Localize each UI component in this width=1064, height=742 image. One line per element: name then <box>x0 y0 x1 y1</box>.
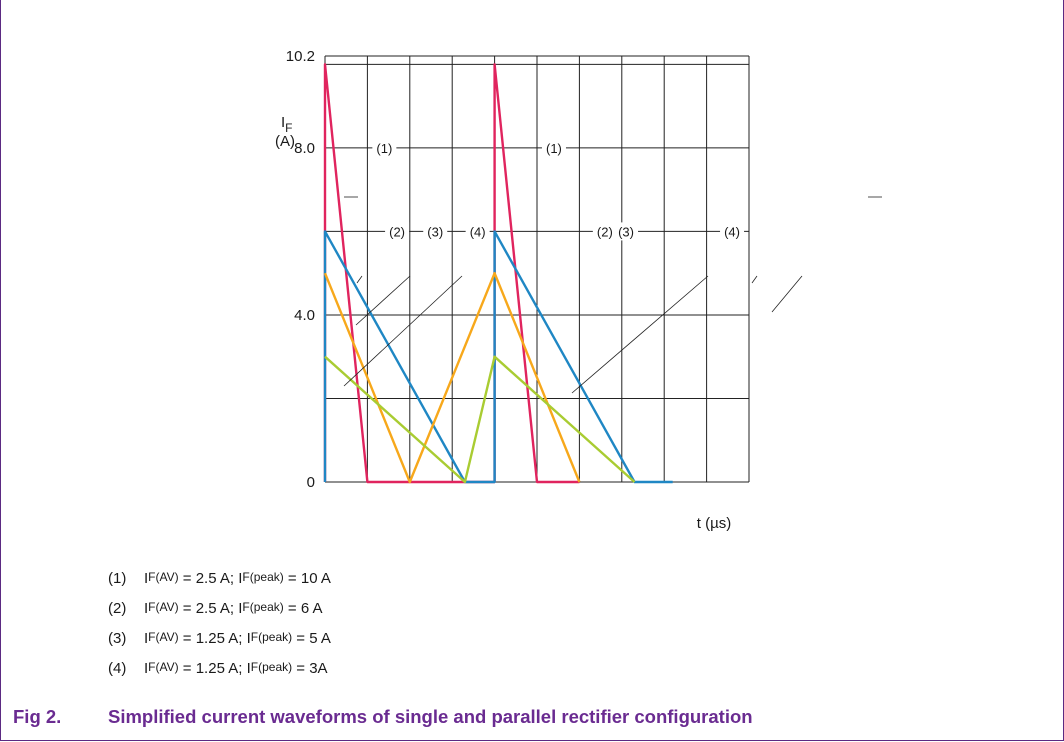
figure-caption: Fig 2. Simplified current waveforms of si… <box>13 706 753 728</box>
waveform-chart: 04.08.010.2 (1) (1)(2) (3) (4) (2) (3) (4) IF … <box>275 48 882 532</box>
callout-bg <box>423 222 448 241</box>
legend-subscript: F(AV) <box>148 660 179 674</box>
callout-label: (4) <box>470 224 486 239</box>
callout-bg <box>541 138 566 157</box>
legend-subscript: F(peak) <box>250 630 293 644</box>
callout-label: (4) <box>724 224 740 239</box>
callout-leader <box>355 275 411 326</box>
callout-leader <box>751 275 758 284</box>
legend-text: = 3A <box>292 660 328 677</box>
callout-bg <box>592 222 617 241</box>
legend-subscript: F(AV) <box>148 600 179 614</box>
series-line-4 <box>324 355 636 484</box>
callout-label: (2) <box>597 224 613 239</box>
y-axis-unit: (A) <box>275 133 295 150</box>
callout-leader <box>343 275 463 387</box>
legend-text: = 6 A <box>283 600 323 617</box>
legend-item: (3) I F(AV) = 1.25 A; I F(peak) = 5 A <box>108 630 331 660</box>
legend-subscript: F(peak) <box>250 660 293 674</box>
y-tick-label: 0 <box>307 474 315 491</box>
series-line-2 <box>323 230 673 484</box>
callout-label: (3) <box>427 224 443 239</box>
legend-text: I <box>144 600 149 617</box>
legend-text: = 1.25 A; I <box>178 630 251 647</box>
legend-text: = 1.25 A; I <box>178 660 251 677</box>
legend-text: = 5 A <box>292 630 331 647</box>
figure-number: Fig 2. <box>13 706 62 727</box>
callout-bg <box>614 222 639 241</box>
callout-leader <box>356 275 363 284</box>
callout-label: (2) <box>389 224 405 239</box>
y-tick-label: 10.2 <box>286 48 315 65</box>
legend-text: I <box>144 660 149 677</box>
callout-leader <box>771 275 803 313</box>
callout-bg <box>465 222 490 241</box>
callout-leader <box>571 275 709 394</box>
series-line-1 <box>323 63 580 484</box>
legend-number: (4) <box>108 660 127 677</box>
legend-subscript: F(peak) <box>242 600 284 614</box>
chart-grid <box>324 55 750 483</box>
y-tick-labels: 0 4.0 8.0 10.2 <box>286 48 315 491</box>
legend-subscript: F(peak) <box>242 570 284 584</box>
series-callouts: (1) (1) (2) (3) (4) (2) (3) (4) <box>343 138 882 394</box>
legend: (1) I F(AV) = 2.5 A; I F(peak) = 10 A (2) I F(… <box>108 570 331 690</box>
figure-title: Simplified current waveforms of single a… <box>108 706 753 727</box>
callout-bg <box>720 222 745 241</box>
y-axis-label-main: I <box>281 114 285 131</box>
legend-text: = 10 A <box>283 570 331 587</box>
series-line-3 <box>323 271 581 484</box>
legend-number: (1) <box>108 570 127 587</box>
callout-bg <box>372 138 397 157</box>
legend-text: I <box>144 570 149 587</box>
x-axis-label: t (µs) <box>697 515 731 532</box>
legend-text: = 2.5 A; I <box>178 570 243 587</box>
callout-label: (1) <box>376 141 392 156</box>
legend-item: (4) I F(AV) = 1.25 A; I F(peak) = 3A <box>108 660 331 690</box>
legend-number: (2) <box>108 600 127 617</box>
legend-subscript: F(AV) <box>148 570 179 584</box>
legend-text: = 2.5 A; I <box>178 600 243 617</box>
legend-text: I <box>144 630 149 647</box>
y-tick-label: 8.0 <box>294 140 315 157</box>
y-axis-label: IF <box>281 114 293 135</box>
legend-item: (2) I F(AV) = 2.5 A; I F(peak) = 6 A <box>108 600 331 630</box>
callout-label: (3) <box>618 224 634 239</box>
legend-subscript: F(AV) <box>148 630 179 644</box>
legend-number: (3) <box>108 630 127 647</box>
y-axis-label-sub: F <box>285 121 292 135</box>
legend-item: (1) I F(AV) = 2.5 A; I F(peak) = 10 A <box>108 570 331 600</box>
y-tick-label: 4.0 <box>294 307 315 324</box>
callout-bg <box>385 222 410 241</box>
callout-label: (1) <box>546 141 562 156</box>
chart-series <box>323 63 673 484</box>
